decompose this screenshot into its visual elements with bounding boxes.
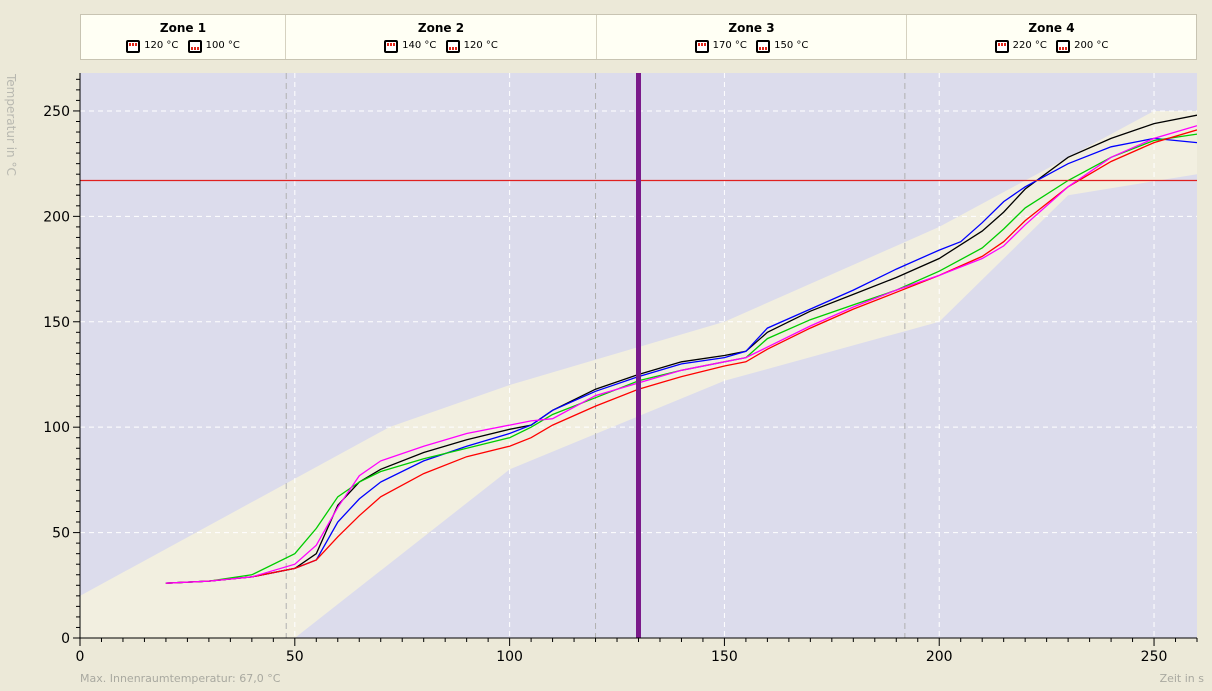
max-interior-temp-label: Max. Innenraumtemperatur: 67,0 °C — [80, 672, 281, 685]
x-tick-label: 50 — [286, 649, 304, 665]
x-tick-label: 200 — [926, 649, 953, 665]
top-heater-icon — [694, 39, 709, 53]
zone-1-panel: Zone 1 120 °C 100 °C — [81, 15, 286, 59]
zone-3-bottom-heater[interactable]: 150 °C — [756, 38, 808, 55]
y-tick-label: 150 — [43, 315, 70, 331]
zone-4-title: Zone 4 — [1028, 21, 1075, 35]
bottom-heater-icon — [1056, 39, 1071, 53]
zone-4-bottom-heater[interactable]: 200 °C — [1056, 38, 1108, 55]
zone-2-bottom-temp: 120 °C — [463, 40, 498, 51]
zone-3-top-temp: 170 °C — [712, 40, 747, 51]
zone-3-top-heater[interactable]: 170 °C — [694, 38, 747, 55]
y-tick-label: 100 — [43, 420, 70, 436]
zone-3-bottom-temp: 150 °C — [774, 40, 809, 51]
zone-2-bottom-heater[interactable]: 120 °C — [445, 38, 498, 55]
bottom-heater-icon — [445, 39, 460, 53]
bottom-heater-icon — [756, 39, 771, 53]
x-tick-label: 150 — [711, 649, 738, 665]
temperature-series-2 — [165, 137, 1197, 584]
x-tick-label: 100 — [496, 649, 523, 665]
zone-4-top-temp: 220 °C — [1012, 40, 1047, 51]
bottom-heater-icon — [187, 39, 202, 53]
y-axis-label: Temperatur in °C — [4, 74, 18, 176]
zone-4-bottom-temp: 200 °C — [1074, 40, 1109, 51]
y-tick-label: 50 — [52, 526, 70, 542]
y-tick-label: 250 — [43, 104, 70, 120]
temperature-series-3 — [165, 133, 1197, 584]
y-tick-label: 0 — [61, 631, 70, 647]
zone-2-panel: Zone 2 140 °C 120 °C — [286, 15, 597, 59]
top-heater-icon — [126, 39, 141, 53]
x-tick-label: 0 — [76, 649, 85, 665]
zone-4-panel: Zone 4 220 °C 200 °C — [907, 15, 1196, 59]
x-axis-label: Zeit in s — [1159, 672, 1204, 685]
top-heater-icon — [994, 39, 1009, 53]
zone-2-title: Zone 2 — [417, 21, 465, 35]
zone-1-top-temp: 120 °C — [144, 40, 179, 51]
zone-3-title: Zone 3 — [728, 21, 775, 35]
zone-3-panel: Zone 3 170 °C 150 °C — [597, 15, 907, 59]
zone-2-top-heater[interactable]: 140 °C — [384, 38, 436, 55]
zone-2-top-temp: 140 °C — [402, 40, 437, 51]
zone-1-top-heater[interactable]: 120 °C — [126, 38, 178, 55]
y-tick-label: 200 — [43, 209, 70, 225]
zone-header: Zone 1 120 °C 100 °C Zone 2 140 °C 120 °… — [80, 14, 1197, 60]
zone-4-top-heater[interactable]: 220 °C — [994, 38, 1047, 55]
zone-1-title: Zone 1 — [159, 21, 207, 35]
temperature-series-4 — [165, 129, 1197, 584]
zone-1-bottom-heater[interactable]: 100 °C — [187, 38, 240, 55]
zone-1-bottom-temp: 100 °C — [205, 40, 240, 51]
temperature-series-5 — [165, 125, 1197, 584]
x-tick-label: 250 — [1141, 649, 1168, 665]
top-heater-icon — [384, 39, 399, 53]
